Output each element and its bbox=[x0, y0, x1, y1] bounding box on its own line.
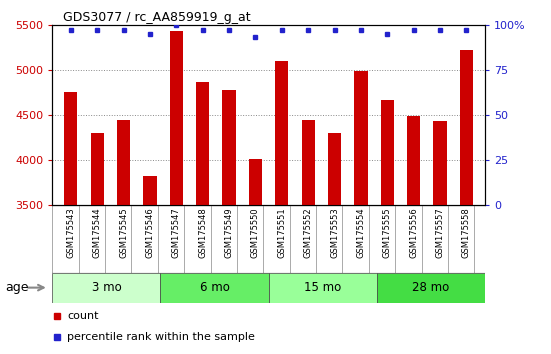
Text: GSM175557: GSM175557 bbox=[435, 207, 445, 258]
Bar bbox=[381, 100, 394, 205]
Text: 28 mo: 28 mo bbox=[412, 281, 450, 294]
Text: GSM175555: GSM175555 bbox=[383, 207, 392, 258]
Bar bbox=[407, 116, 420, 205]
Bar bbox=[143, 176, 156, 205]
Text: GSM175550: GSM175550 bbox=[251, 207, 260, 258]
Bar bbox=[434, 121, 447, 205]
Text: 3 mo: 3 mo bbox=[91, 281, 121, 294]
Bar bbox=[377, 273, 485, 303]
Bar bbox=[196, 82, 209, 205]
Text: age: age bbox=[6, 281, 29, 294]
Text: GDS3077 / rc_AA859919_g_at: GDS3077 / rc_AA859919_g_at bbox=[63, 11, 251, 24]
Text: GSM175554: GSM175554 bbox=[356, 207, 365, 258]
Text: count: count bbox=[67, 310, 99, 321]
Bar bbox=[301, 120, 315, 205]
Text: GSM175552: GSM175552 bbox=[304, 207, 312, 258]
Text: GSM175553: GSM175553 bbox=[330, 207, 339, 258]
Bar bbox=[460, 50, 473, 205]
Text: 6 mo: 6 mo bbox=[199, 281, 229, 294]
Text: GSM175548: GSM175548 bbox=[198, 207, 207, 258]
Bar bbox=[275, 61, 288, 205]
Text: GSM175547: GSM175547 bbox=[172, 207, 181, 258]
Bar bbox=[64, 92, 77, 205]
Bar bbox=[328, 133, 341, 205]
Text: GSM175558: GSM175558 bbox=[462, 207, 471, 258]
Bar bbox=[90, 133, 104, 205]
Bar bbox=[170, 31, 183, 205]
Text: GSM175546: GSM175546 bbox=[145, 207, 154, 258]
Bar bbox=[52, 273, 160, 303]
Text: 15 mo: 15 mo bbox=[304, 281, 341, 294]
Bar bbox=[160, 273, 268, 303]
Bar bbox=[117, 120, 130, 205]
Bar bbox=[223, 90, 236, 205]
Text: GSM175544: GSM175544 bbox=[93, 207, 102, 258]
Text: percentile rank within the sample: percentile rank within the sample bbox=[67, 332, 255, 342]
Text: GSM175545: GSM175545 bbox=[119, 207, 128, 258]
Text: GSM175549: GSM175549 bbox=[225, 207, 234, 258]
Bar bbox=[268, 273, 377, 303]
Text: GSM175543: GSM175543 bbox=[66, 207, 75, 258]
Text: GSM175551: GSM175551 bbox=[277, 207, 287, 258]
Bar bbox=[249, 159, 262, 205]
Bar bbox=[354, 71, 368, 205]
Text: GSM175556: GSM175556 bbox=[409, 207, 418, 258]
